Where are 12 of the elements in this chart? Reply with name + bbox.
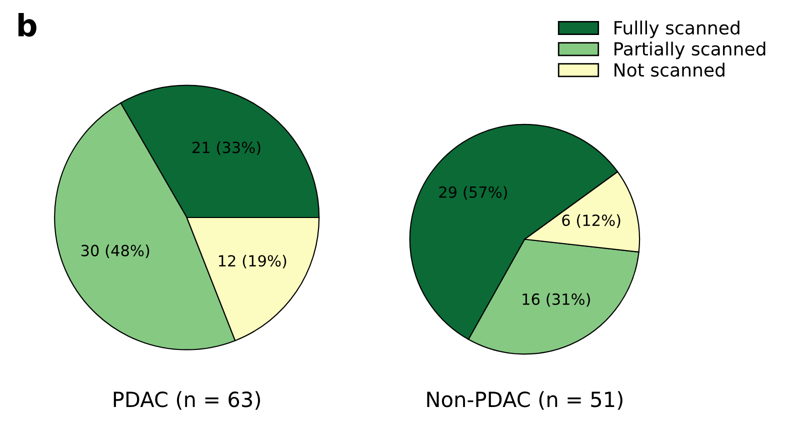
- data-label: 29 (57%): [439, 186, 507, 200]
- legend-label: Partially scanned: [614, 42, 766, 60]
- data-label: 21 (33%): [192, 141, 260, 156]
- text: PDAC (n = 63): [114, 391, 260, 410]
- data-label: 12 (19%): [218, 254, 286, 268]
- text: b: [18, 13, 36, 37]
- text: Non-PDAC (n = 51): [427, 391, 622, 410]
- legend-label: Not scanned: [614, 62, 724, 77]
- legend-label: Fullly scanned: [614, 20, 740, 38]
- data-label: 6 (12%): [562, 214, 620, 228]
- data-label: 16 (31%): [522, 293, 590, 307]
- data-label: 30 (48%): [81, 244, 150, 258]
